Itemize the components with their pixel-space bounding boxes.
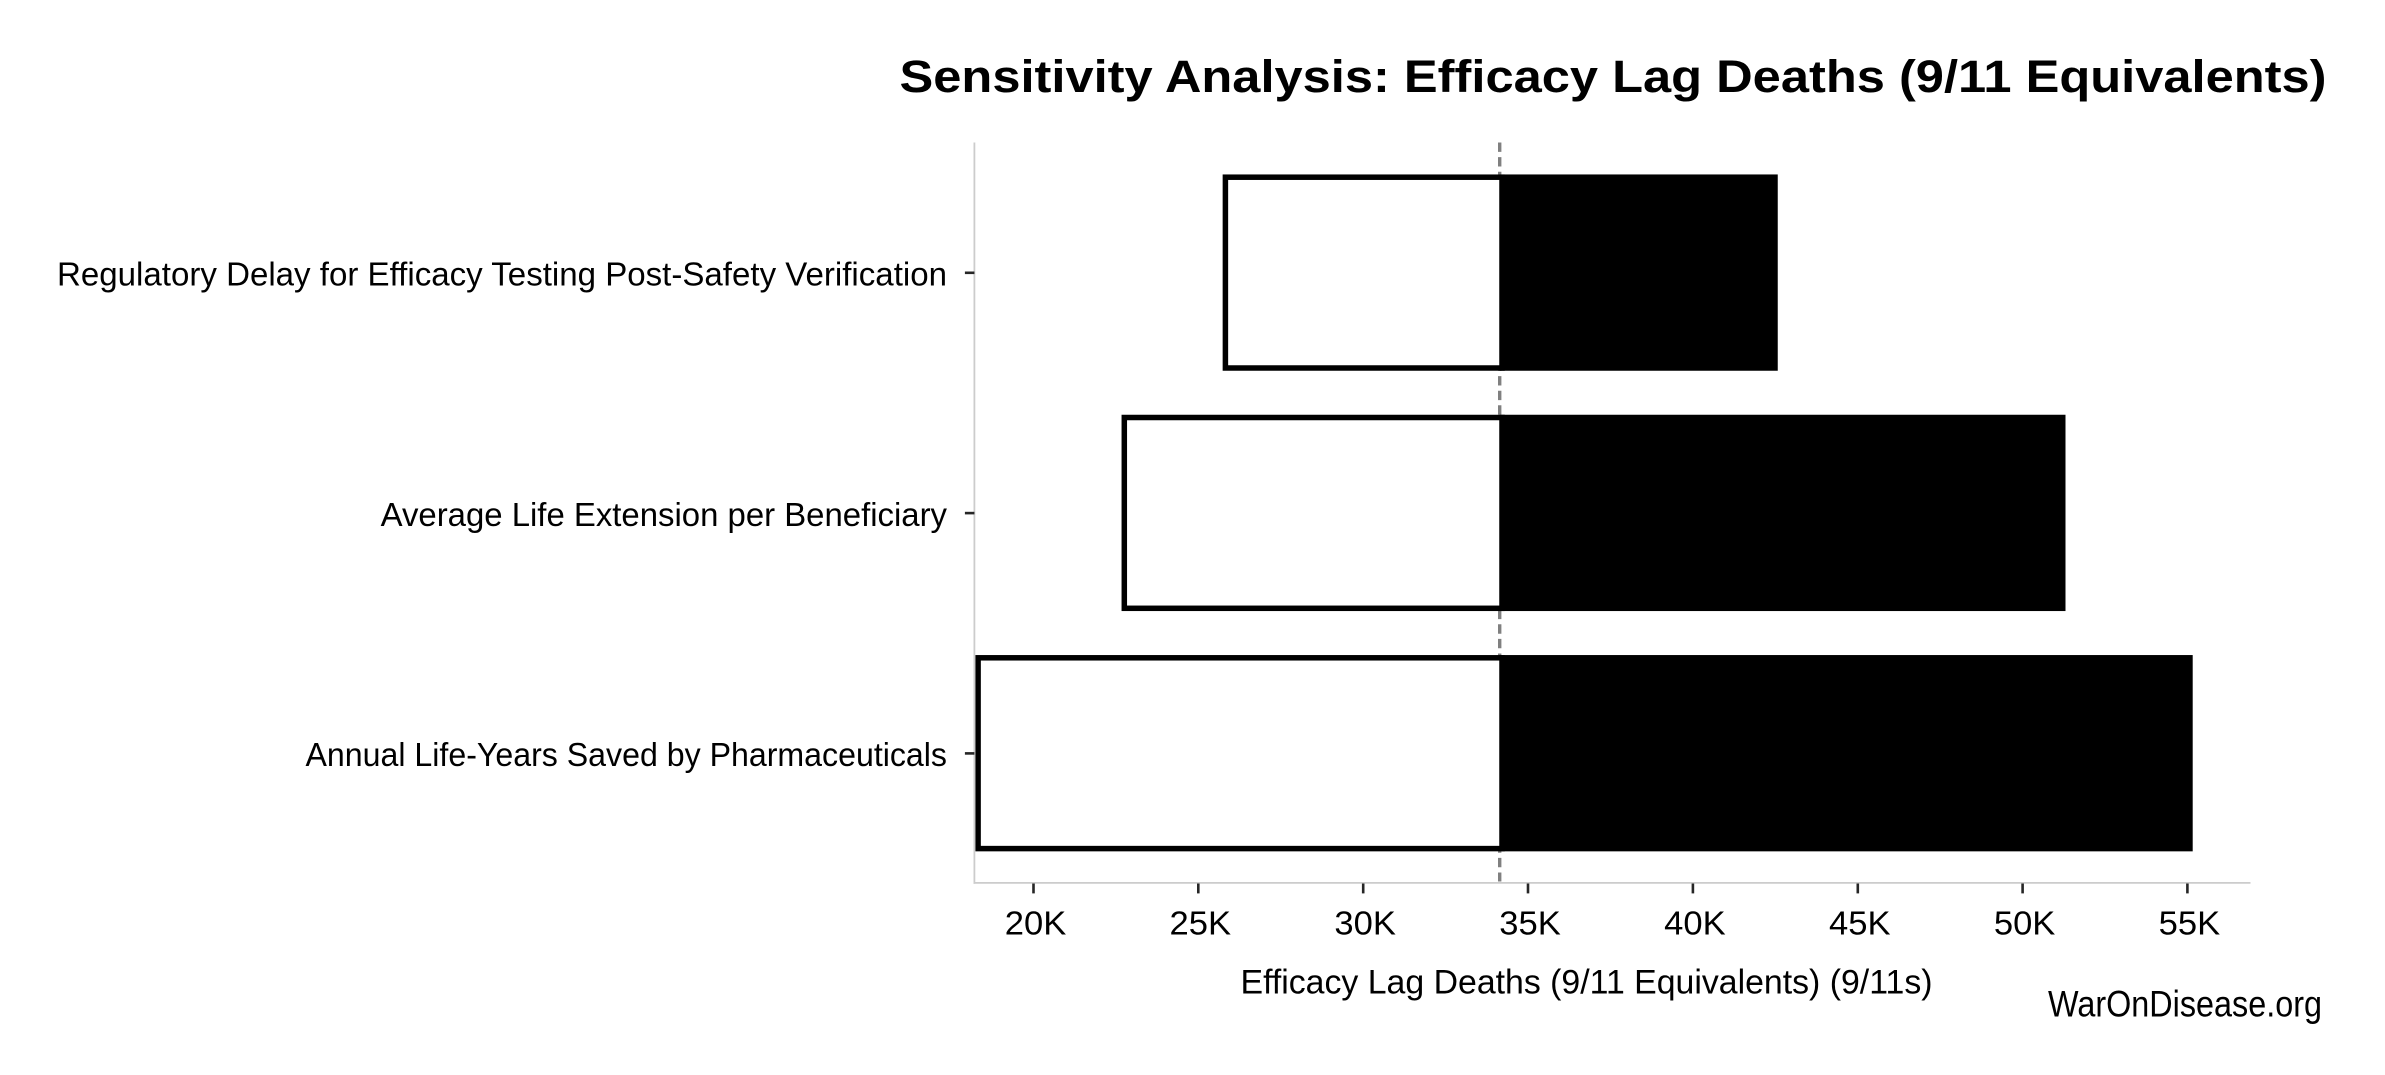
svg-text:35K: 35K (1499, 905, 1561, 942)
svg-text:20K: 20K (1005, 905, 1067, 942)
svg-text:50K: 50K (1994, 905, 2056, 942)
svg-text:25K: 25K (1170, 905, 1232, 942)
svg-text:55K: 55K (2159, 905, 2221, 942)
svg-text:30K: 30K (1334, 905, 1396, 942)
svg-text:45K: 45K (1829, 905, 1891, 942)
svg-text:Efficacy Lag Deaths (9/11 Equi: Efficacy Lag Deaths (9/11 Equivalents) (… (1241, 964, 1933, 1002)
svg-text:Average Life Extension per Ben: Average Life Extension per Beneficiary (381, 496, 948, 533)
svg-text:Sensitivity Analysis: Efficacy: Sensitivity Analysis: Efficacy Lag Death… (900, 51, 2327, 102)
svg-text:Regulatory Delay for Efficacy: Regulatory Delay for Efficacy Testing Po… (57, 256, 947, 293)
svg-text:40K: 40K (1664, 905, 1726, 942)
svg-text:Annual Life-Years Saved by Pha: Annual Life-Years Saved by Pharmaceutica… (306, 736, 948, 773)
svg-text:WarOnDisease.org: WarOnDisease.org (2048, 983, 2322, 1024)
